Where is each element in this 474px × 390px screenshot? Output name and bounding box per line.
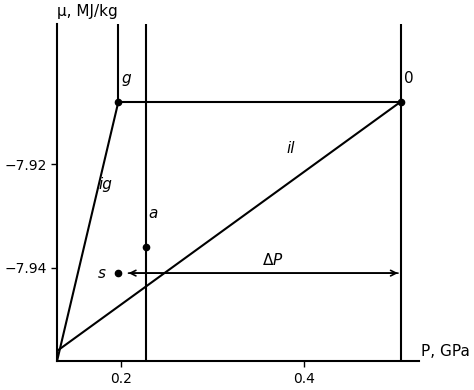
Text: a: a bbox=[149, 206, 158, 221]
Text: s: s bbox=[98, 266, 106, 281]
Text: P, GPa: P, GPa bbox=[421, 344, 470, 359]
Text: $\Delta P$: $\Delta P$ bbox=[262, 252, 283, 268]
Text: g: g bbox=[121, 71, 131, 86]
Text: il: il bbox=[286, 141, 295, 156]
Text: 0: 0 bbox=[403, 71, 413, 86]
Text: ig: ig bbox=[98, 177, 112, 192]
Text: μ, MJ/kg: μ, MJ/kg bbox=[57, 4, 118, 19]
